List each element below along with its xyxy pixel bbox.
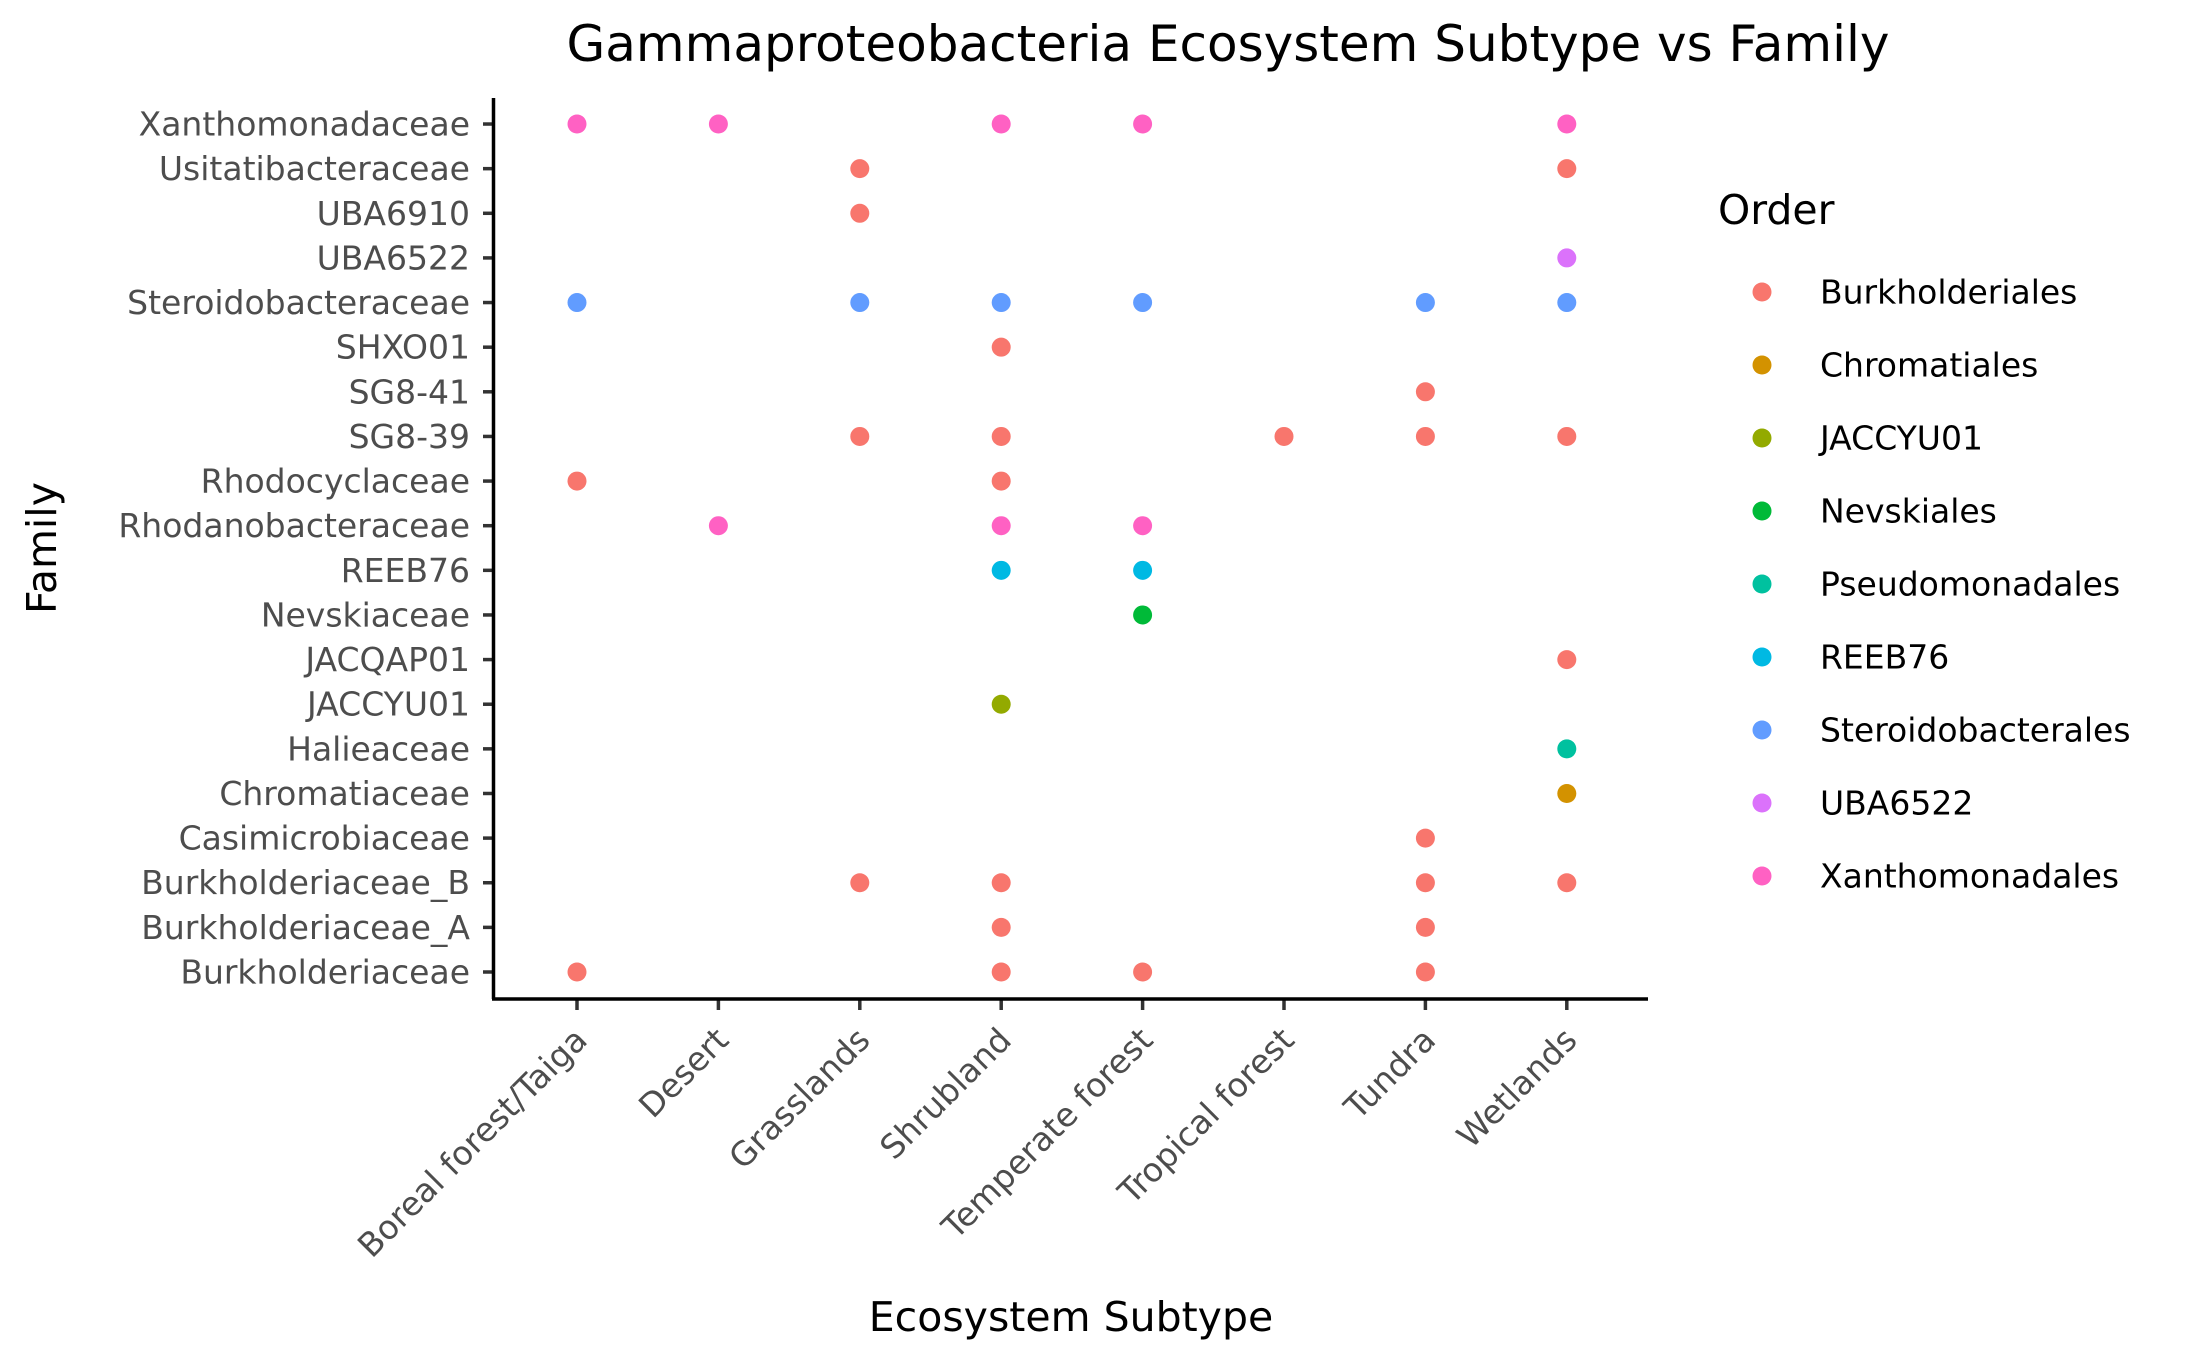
legend-key-chromatiales <box>1752 355 1772 375</box>
y-axis-title: Family <box>18 482 66 614</box>
x-axis-ticks: Boreal forest/Taiga DesertGrasslandsShrub… <box>350 999 1584 1265</box>
y-tick-label: REEB76 <box>341 551 470 590</box>
data-point-sg8-41-tundra <box>1415 382 1435 402</box>
data-point-sg8-39-wetlands <box>1557 426 1577 446</box>
data-point-halieaceae-wetlands <box>1557 739 1577 759</box>
legend-label-uba6522: UBA6522 <box>1820 784 1973 823</box>
y-tick-label: UBA6522 <box>317 238 470 277</box>
x-tick-label: Shrubland <box>872 1020 1019 1167</box>
data-point-steroidobacteraceae-wetlands <box>1557 293 1577 313</box>
legend-key-uba6522 <box>1752 793 1772 813</box>
x-tick-label: Wetlands <box>1449 1020 1584 1155</box>
data-point-rhodanobacteraceae-temperate-forest <box>1133 516 1153 536</box>
y-tick-label: JACCYU01 <box>305 685 470 724</box>
y-tick-label: SG8-41 <box>349 372 470 411</box>
legend-key-steroidobacterales <box>1752 720 1772 740</box>
legend-key-reeb76 <box>1752 647 1772 667</box>
data-point-burkholderiaceae-temperate-forest <box>1133 962 1153 982</box>
data-point-burkholderiaceae-a-tundra <box>1415 917 1435 937</box>
y-tick-label: SHXO01 <box>336 328 470 367</box>
legend-label-xanthomonadales: Xanthomonadales <box>1820 857 2119 896</box>
data-point-burkholderiaceae-tundra <box>1415 962 1435 982</box>
data-point-usitatibacteraceae-wetlands <box>1557 159 1577 179</box>
legend-label-steroidobacterales: Steroidobacterales <box>1820 711 2131 750</box>
legend-label-jaccyu01: JACCYU01 <box>1818 419 1983 458</box>
y-tick-label: Chromatiaceae <box>219 774 470 813</box>
data-point-steroidobacteraceae-shrubland <box>991 293 1011 313</box>
legend-key-pseudomonadales <box>1752 574 1772 594</box>
data-point-burkholderiaceae-b-grasslands <box>850 873 870 893</box>
legend-label-pseudomonadales: Pseudomonadales <box>1820 565 2120 604</box>
data-point-casimicrobiaceae-tundra <box>1415 828 1435 848</box>
data-point-sg8-39-tundra <box>1415 426 1435 446</box>
y-tick-label: Halieaceae <box>287 729 470 768</box>
legend-key-xanthomonadales <box>1752 866 1772 886</box>
y-tick-label: Xanthomonadaceae <box>139 105 470 144</box>
data-point-reeb76-temperate-forest <box>1133 560 1153 580</box>
x-axis-title: Ecosystem Subtype <box>869 1293 1273 1341</box>
data-point-uba6910-grasslands <box>850 203 870 223</box>
y-tick-label: Nevskiaceae <box>261 595 470 634</box>
data-point-rhodocyclaceae-boreal-forest-taiga <box>567 471 587 491</box>
data-point-sg8-39-grasslands <box>850 426 870 446</box>
data-point-uba6522-wetlands <box>1557 248 1577 268</box>
data-point-burkholderiaceae-a-shrubland <box>991 917 1011 937</box>
data-point-rhodocyclaceae-shrubland <box>991 471 1011 491</box>
legend: Order Burkholderiales Chromatiales JACCYU0… <box>1718 186 2131 896</box>
y-axis-ticks: Burkholderiaceae Burkholderiaceae_A Burkho… <box>118 105 494 992</box>
y-tick-label: Rhodocyclaceae <box>201 462 470 501</box>
x-tick-label: Grasslands <box>721 1020 877 1176</box>
data-point-chromatiaceae-wetlands <box>1557 783 1577 803</box>
data-point-jacqap01-wetlands <box>1557 650 1577 670</box>
data-point-xanthomonadaceae-wetlands <box>1557 114 1577 134</box>
data-point-xanthomonadaceae-boreal-forest-taiga <box>567 114 587 134</box>
data-point-xanthomonadaceae-shrubland <box>991 114 1011 134</box>
data-point-rhodanobacteraceae-shrubland <box>991 516 1011 536</box>
data-point-burkholderiaceae-boreal-forest-taiga <box>567 962 587 982</box>
data-point-steroidobacteraceae-grasslands <box>850 293 870 313</box>
y-tick-label: Burkholderiaceae <box>180 953 470 992</box>
data-point-sg8-39-tropical-forest <box>1274 426 1294 446</box>
chart-title: Gammaproteobacteria Ecosystem Subtype vs… <box>567 15 1890 73</box>
legend-label-chromatiales: Chromatiales <box>1820 346 2038 385</box>
y-tick-label: Usitatibacteraceae <box>159 149 470 188</box>
y-tick-label: SG8-39 <box>349 417 470 456</box>
legend-key-jaccyu01 <box>1752 428 1772 448</box>
data-point-xanthomonadaceae-temperate-forest <box>1133 114 1153 134</box>
y-tick-label: Rhodanobacteraceae <box>118 506 470 545</box>
data-point-nevskiaceae-temperate-forest <box>1133 605 1153 625</box>
data-point-steroidobacteraceae-tundra <box>1415 293 1435 313</box>
data-point-xanthomonadaceae-desert <box>708 114 728 134</box>
data-point-usitatibacteraceae-grasslands <box>850 159 870 179</box>
data-point-jaccyu01-shrubland <box>991 694 1011 714</box>
legend-label-nevskiales: Nevskiales <box>1820 492 1997 531</box>
data-point-burkholderiaceae-b-shrubland <box>991 873 1011 893</box>
data-point-burkholderiaceae-b-wetlands <box>1557 873 1577 893</box>
legend-key-burkholderiales <box>1752 282 1772 302</box>
y-tick-label: JACQAP01 <box>303 640 470 679</box>
y-tick-label: Casimicrobiaceae <box>179 819 470 858</box>
legend-label-burkholderiales: Burkholderiales <box>1820 273 2077 312</box>
data-point-reeb76-shrubland <box>991 560 1011 580</box>
data-point-sg8-39-shrubland <box>991 426 1011 446</box>
data-point-steroidobacteraceae-temperate-forest <box>1133 293 1153 313</box>
data-points <box>567 114 1577 982</box>
y-tick-label: Burkholderiaceae_A <box>141 908 470 947</box>
data-point-shxo01-shrubland <box>991 337 1011 357</box>
data-point-burkholderiaceae-b-tundra <box>1415 873 1435 893</box>
x-tick-label: Tundra <box>1336 1020 1443 1127</box>
data-point-steroidobacteraceae-boreal-forest-taiga <box>567 293 587 313</box>
data-point-rhodanobacteraceae-desert <box>708 516 728 536</box>
y-tick-label: Burkholderiaceae_B <box>141 863 470 902</box>
legend-key-nevskiales <box>1752 501 1772 521</box>
y-tick-label: UBA6910 <box>317 194 470 233</box>
data-point-burkholderiaceae-shrubland <box>991 962 1011 982</box>
y-tick-label: Steroidobacteraceae <box>127 283 470 322</box>
legend-title: Order <box>1718 186 1835 234</box>
x-tick-label: Desert <box>631 1020 736 1125</box>
x-tick-label: Boreal forest/Taiga <box>350 1020 595 1265</box>
legend-label-reeb76: REEB76 <box>1820 638 1949 677</box>
